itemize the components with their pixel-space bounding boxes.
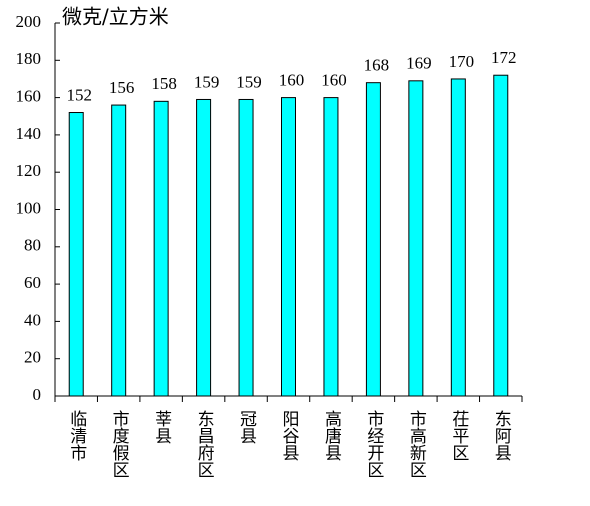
x-tick-label: 市高新区 <box>406 410 427 478</box>
bar <box>365 82 381 397</box>
x-tick-label: 市度假区 <box>109 410 130 478</box>
x-tick-label: 东昌府区 <box>194 410 215 478</box>
y-tick-label: 0 <box>33 385 42 404</box>
value-label: 172 <box>491 48 517 67</box>
y-tick-label: 180 <box>16 49 42 68</box>
y-tick-label: 160 <box>16 87 42 106</box>
bar <box>493 74 509 397</box>
bar <box>281 97 296 397</box>
bar <box>408 80 424 397</box>
bar <box>196 98 212 397</box>
bar <box>153 100 169 397</box>
x-tick-label: 市经开区 <box>363 410 384 478</box>
y-tick-label: 200 <box>16 12 42 31</box>
y-tick-label: 140 <box>16 124 42 143</box>
x-tick-label: 莘县 <box>151 410 172 444</box>
y-tick-label: 60 <box>24 273 41 292</box>
value-label: 159 <box>236 72 262 91</box>
y-tick-label: 40 <box>24 310 41 329</box>
value-label: 170 <box>449 52 475 71</box>
y-tick-label: 120 <box>16 161 42 180</box>
value-label: 160 <box>321 71 347 90</box>
y-tick-label: 100 <box>16 198 42 217</box>
x-tick-label: 高唐县 <box>321 410 342 461</box>
y-tick-label: 80 <box>24 236 41 255</box>
bar <box>238 98 254 397</box>
bar <box>111 104 127 397</box>
x-tick-label: 临清市 <box>66 410 87 461</box>
value-label: 152 <box>66 85 92 104</box>
value-label: 156 <box>109 78 135 97</box>
value-label: 158 <box>151 74 177 93</box>
x-tick-label: 茌平区 <box>448 410 469 461</box>
value-label: 159 <box>194 72 220 91</box>
x-tick-label: 东阿县 <box>491 410 512 461</box>
y-tick-label: 20 <box>24 348 41 367</box>
value-label: 169 <box>406 54 432 73</box>
x-tick-label: 冠县 <box>236 410 257 444</box>
value-label: 160 <box>279 71 305 90</box>
bar <box>450 78 466 397</box>
x-tick-label: 阳谷县 <box>279 410 300 461</box>
y-axis-label: 微克/立方米 <box>62 5 169 29</box>
bar <box>323 97 339 397</box>
bar <box>68 112 84 397</box>
value-label: 168 <box>364 56 390 75</box>
